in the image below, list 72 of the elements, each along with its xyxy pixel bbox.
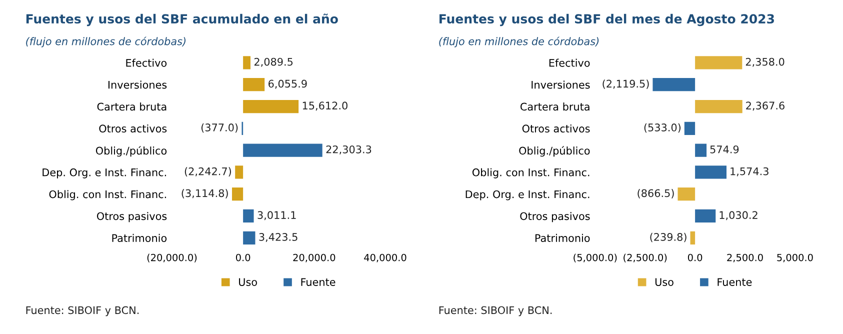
bar — [243, 209, 254, 223]
data-label: (3,114.8) — [182, 189, 228, 198]
y-tick-label: Efectivo — [549, 58, 590, 67]
data-label: 574.9 — [710, 145, 739, 154]
y-tick-label: Inversiones — [108, 80, 167, 89]
bar — [235, 166, 244, 179]
y-tick-label: Cartera bruta — [97, 102, 166, 111]
x-tick-label: 20,000.0 — [293, 254, 336, 262]
bar — [652, 78, 696, 92]
y-tick-label: Cartera bruta — [520, 102, 590, 111]
data-label: (2,119.5) — [602, 80, 649, 89]
bar — [243, 78, 265, 92]
y-tick-label: Patrimonio — [112, 234, 167, 242]
legend-label: Uso — [655, 278, 674, 286]
bar — [243, 56, 250, 70]
bar — [695, 166, 727, 179]
data-label: 15,612.0 — [302, 102, 348, 111]
y-tick-label: Oblig./público — [519, 146, 590, 157]
data-label: (2,242.7) — [184, 167, 231, 176]
bar — [243, 144, 322, 157]
data-label: (866.5) — [638, 189, 674, 198]
bar — [684, 122, 696, 135]
x-tick-label: 40,000.0 — [364, 254, 406, 262]
chart-subtitle: (flujo en millones de córdobas) — [439, 36, 599, 48]
data-label: (377.0) — [201, 123, 238, 133]
data-label: 3,011.1 — [258, 211, 296, 220]
y-tick-label: Dep. Org. e Inst. Financ. — [42, 168, 166, 178]
bar — [232, 188, 244, 201]
y-tick-label: Otros activos — [99, 124, 167, 133]
y-tick-label: Dep. Org. e Inst. Financ. — [466, 190, 590, 200]
bar — [243, 231, 256, 244]
data-label: 2,089.5 — [254, 58, 293, 67]
y-tick-label: Patrimonio — [535, 234, 590, 242]
x-tick-label: 0.0 — [236, 254, 250, 262]
chart-title: Fuentes y usos del SBF acumulado en el año — [26, 14, 338, 26]
chart-title: Fuentes y usos del SBF del mes de Agosto 2023 — [440, 14, 774, 26]
legend-label: Fuente — [301, 278, 336, 286]
bar — [678, 188, 696, 201]
data-label: 1,030.2 — [720, 211, 758, 220]
source-note: Fuente: SIBOIF y BCN. — [26, 306, 139, 316]
data-label: 6,055.9 — [268, 80, 307, 89]
x-tick-label: 5,000.0 — [777, 254, 813, 262]
legend-label: Uso — [239, 278, 257, 286]
y-tick-label: Otros pasivos — [96, 212, 167, 222]
data-label: 3,423.5 — [259, 233, 298, 242]
y-tick-label: Oblig./público — [96, 146, 167, 157]
x-tick-label: 0.0 — [688, 254, 702, 262]
x-tick-label: (20,000.0) — [147, 254, 197, 262]
y-tick-label: Oblig. con Inst. Financ. — [472, 168, 590, 178]
y-tick-label: Inversiones — [532, 80, 590, 89]
data-label: 22,303.3 — [326, 145, 372, 154]
data-label: 1,574.3 — [730, 167, 768, 176]
source-note: Fuente: SIBOIF y BCN. — [439, 306, 552, 316]
x-tick-label: 2,500.0 — [727, 254, 763, 262]
bar — [690, 231, 696, 244]
x-tick-label: (2,500.0) — [624, 254, 667, 262]
data-label: (533.0) — [644, 123, 681, 133]
x-tick-label: (5,000.0) — [574, 254, 617, 262]
bar — [695, 144, 707, 157]
y-tick-label: Otros pasivos — [520, 212, 590, 222]
data-label: (239.8) — [650, 232, 686, 242]
bar — [243, 100, 299, 114]
bar — [695, 209, 716, 223]
chart-subtitle: (flujo en millones de córdobas) — [26, 36, 186, 48]
legend-label: Fuente — [718, 278, 752, 286]
y-tick-label: Otros activos — [522, 124, 590, 133]
bar — [695, 56, 742, 70]
data-label: 2,367.6 — [746, 102, 784, 111]
data-label: 2,358.0 — [746, 58, 784, 67]
y-tick-label: Oblig. con Inst. Financ. — [49, 190, 166, 200]
bar — [695, 100, 742, 114]
y-tick-label: Efectivo — [126, 58, 167, 67]
